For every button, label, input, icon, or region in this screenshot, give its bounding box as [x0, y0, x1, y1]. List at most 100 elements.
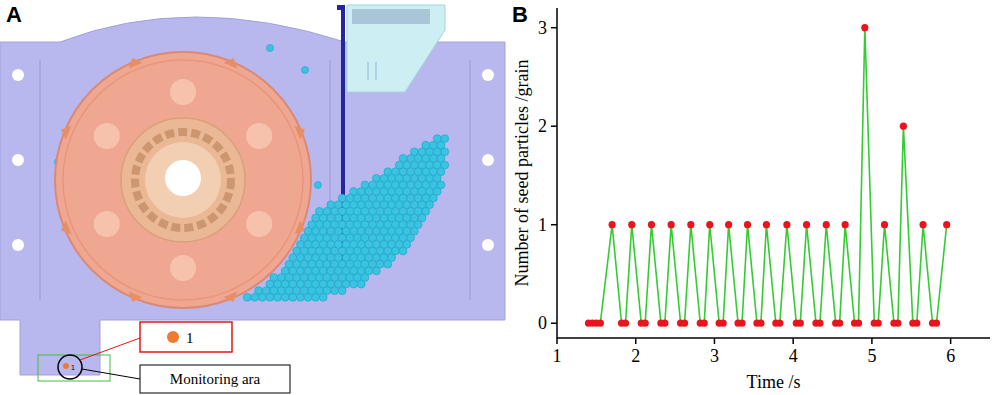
guide-hook — [337, 5, 345, 10]
data-point — [875, 320, 882, 327]
data-point — [776, 320, 783, 327]
data-point — [687, 221, 694, 228]
seed-particle — [281, 293, 289, 301]
x-tick-label: 5 — [867, 346, 876, 366]
data-point — [706, 221, 713, 228]
data-point — [919, 221, 926, 228]
data-point — [609, 221, 616, 228]
data-point — [661, 320, 668, 327]
seed-particle — [338, 287, 346, 295]
y-tick — [551, 224, 557, 226]
data-line — [588, 28, 946, 324]
bolt-hole — [12, 239, 24, 251]
x-tick-label: 6 — [946, 346, 955, 366]
data-point — [738, 320, 745, 327]
particle-label-small: 1 — [71, 364, 75, 371]
seed-particle — [297, 293, 305, 301]
data-point — [648, 221, 655, 228]
y-axis-label: Number of seed particles /grain — [512, 60, 532, 287]
particle-label: 1 — [186, 330, 194, 346]
x-tick — [871, 338, 873, 344]
zoom-circle — [58, 355, 82, 379]
bolt-hole — [12, 154, 24, 166]
x-tick — [792, 338, 794, 344]
seed-particle — [384, 260, 392, 268]
data-point — [783, 221, 790, 228]
seed-particle — [350, 280, 358, 288]
data-point — [836, 320, 843, 327]
y-tick — [551, 322, 557, 324]
disk-hole — [246, 123, 272, 149]
seed-particle — [302, 67, 309, 74]
disk-hole — [170, 79, 196, 105]
seed-particle — [357, 280, 365, 288]
seed-particle — [259, 293, 267, 301]
monitoring-area — [38, 355, 110, 381]
seed-particle — [315, 182, 322, 189]
x-tick-label: 4 — [789, 346, 798, 366]
data-point — [763, 221, 770, 228]
shaft — [165, 178, 201, 196]
data-point — [823, 221, 830, 228]
data-point — [816, 320, 823, 327]
label-box — [140, 365, 290, 393]
data-point — [943, 221, 950, 228]
x-tick — [635, 338, 637, 344]
y-tick-label: 0 — [538, 313, 547, 333]
data-point — [842, 221, 849, 228]
callout-line — [82, 369, 140, 379]
data-point — [933, 320, 940, 327]
bolt-hole — [12, 69, 24, 81]
hub — [121, 118, 245, 242]
monitored-seed-zoom — [167, 331, 179, 343]
disk-hole — [170, 255, 196, 281]
disk-tooth — [224, 292, 238, 303]
data-point — [701, 320, 708, 327]
disk-tooth — [295, 126, 306, 140]
data-point — [744, 221, 751, 228]
data-point — [881, 221, 888, 228]
disk-tooth — [129, 292, 143, 303]
disk-tooth — [129, 58, 143, 69]
data-point — [797, 320, 804, 327]
data-point — [622, 320, 629, 327]
seed-particle — [319, 293, 327, 301]
seed-particle — [312, 293, 320, 301]
data-point — [894, 320, 901, 327]
y-tick — [551, 27, 557, 29]
data-point — [628, 221, 635, 228]
seed-particle — [304, 293, 312, 301]
data-point — [803, 221, 810, 228]
seed-disk — [55, 52, 311, 308]
panel-a: 11Monitoring araA — [0, 2, 505, 393]
bolt-hole — [482, 239, 494, 251]
seed-particle — [399, 247, 407, 255]
disk-tooth — [295, 221, 306, 235]
disk-tooth — [61, 126, 72, 140]
x-tick — [556, 338, 558, 344]
x-tick-label: 3 — [710, 346, 719, 366]
seed-particle — [267, 45, 274, 52]
data-point — [861, 24, 868, 31]
y-tick-label: 2 — [538, 116, 547, 136]
housing — [0, 17, 505, 375]
callout-line — [80, 338, 140, 360]
seed-particle — [373, 267, 381, 275]
disk-hole — [94, 123, 120, 149]
x-axis — [557, 337, 990, 339]
seed-particle — [289, 293, 297, 301]
hub-inner — [145, 142, 221, 218]
data-point — [900, 123, 907, 130]
monitoring-label: Monitoring ara — [170, 371, 261, 387]
zoom-box — [140, 322, 232, 352]
data-point — [668, 221, 675, 228]
data-point — [725, 221, 732, 228]
disk-tooth — [61, 221, 72, 235]
data-point — [681, 320, 688, 327]
data-point — [757, 320, 764, 327]
disk-ring — [63, 60, 303, 300]
bolt-hole — [482, 154, 494, 166]
data-point — [855, 320, 862, 327]
figure: 11Monitoring araAB0123123456Time /sNumbe… — [0, 0, 996, 395]
x-tick — [950, 338, 952, 344]
